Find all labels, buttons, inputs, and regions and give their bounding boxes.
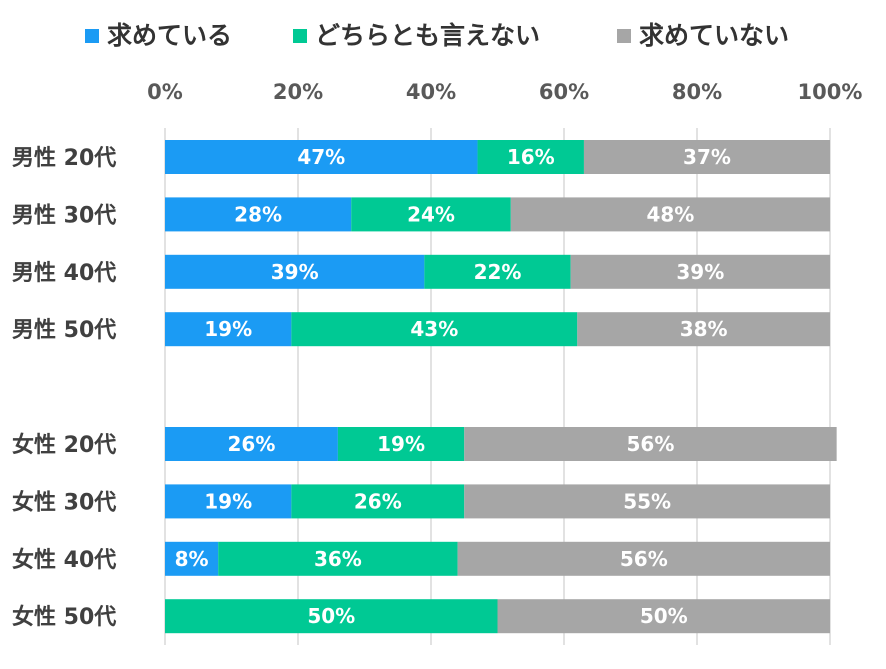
legend-label: 求めている (107, 21, 232, 50)
bar-segment (583, 140, 830, 174)
bar-segment (165, 427, 338, 461)
category-label: 男性 50代 (12, 318, 116, 343)
bar-segment (477, 140, 584, 174)
data-label: 38% (680, 317, 728, 341)
category-label: 女性 50代 (12, 604, 116, 630)
data-label: 19% (377, 432, 425, 456)
legend-label: 求めていない (639, 21, 789, 50)
bar-segment (424, 254, 571, 289)
x-tick-label: 100% (798, 80, 863, 104)
bar-segment (457, 541, 830, 576)
data-label: 22% (474, 260, 522, 284)
legend-item-3: 求めていない (617, 21, 789, 50)
bar-segment (165, 599, 498, 634)
data-label: 48% (646, 202, 694, 226)
data-label: 28% (234, 202, 282, 226)
bar-segment (464, 427, 837, 461)
bar-segment (165, 484, 292, 519)
data-label: 37% (683, 145, 731, 169)
data-label: 56% (627, 432, 675, 456)
category-label: 女性 30代 (12, 489, 116, 515)
bar-segment (337, 427, 465, 461)
data-label: 39% (676, 260, 724, 284)
x-tick-label: 20% (273, 80, 323, 104)
data-label: 39% (271, 260, 319, 284)
data-label: 19% (204, 317, 252, 341)
data-label: 24% (407, 202, 455, 226)
legend-item-1: 求めている (85, 21, 232, 50)
data-label: 47% (297, 145, 345, 169)
category-label: 男性 20代 (12, 146, 116, 171)
bar-segment (165, 197, 352, 232)
x-axis-tick-labels: 0% 20% 40% 60% 80% 100% (147, 80, 862, 104)
data-label: 43% (410, 317, 458, 341)
legend-swatch (85, 29, 99, 43)
legend-swatch (617, 29, 631, 43)
bar-segment (497, 599, 830, 634)
data-label: 50% (307, 604, 355, 628)
legend-swatch (293, 29, 307, 43)
bars: 47% 16% 37% 28% 24% 48% 39% 22% 39% 19% 43% 38% 26% 1… (165, 140, 837, 634)
bar-segment (577, 312, 830, 347)
category-label: 女性 40代 (12, 547, 116, 573)
x-tick-label: 0% (147, 80, 183, 104)
data-label: 16% (507, 145, 555, 169)
data-label: 26% (228, 432, 276, 456)
data-label: 36% (314, 547, 362, 571)
bar-segment (165, 541, 219, 576)
bar-segment (165, 140, 478, 174)
legend-label: どちらとも言えない (315, 21, 540, 50)
legend-item-2: どちらとも言えない (293, 21, 540, 50)
legend: 求めている どちらとも言えない 求めていない (85, 21, 789, 50)
data-label: 55% (623, 489, 671, 513)
category-label: 男性 30代 (12, 203, 116, 228)
data-label: 50% (640, 604, 688, 628)
bar-segment (510, 197, 830, 232)
x-tick-label: 60% (539, 80, 589, 104)
bar-segment (570, 254, 830, 289)
x-tick-label: 80% (672, 80, 722, 104)
bar-segment (165, 312, 292, 347)
bar-segment (464, 484, 830, 519)
bar-segment (351, 197, 511, 232)
x-tick-label: 40% (406, 80, 456, 104)
category-label: 男性 40代 (12, 261, 116, 286)
data-label: 26% (354, 489, 402, 513)
bar-segment (291, 484, 465, 519)
category-label: 女性 20代 (12, 432, 116, 458)
bar-segment (218, 541, 458, 576)
bar-segment (291, 312, 578, 347)
data-label: 56% (620, 547, 668, 571)
data-label: 8% (175, 547, 209, 571)
data-label: 19% (204, 489, 252, 513)
bar-segment (165, 254, 425, 289)
